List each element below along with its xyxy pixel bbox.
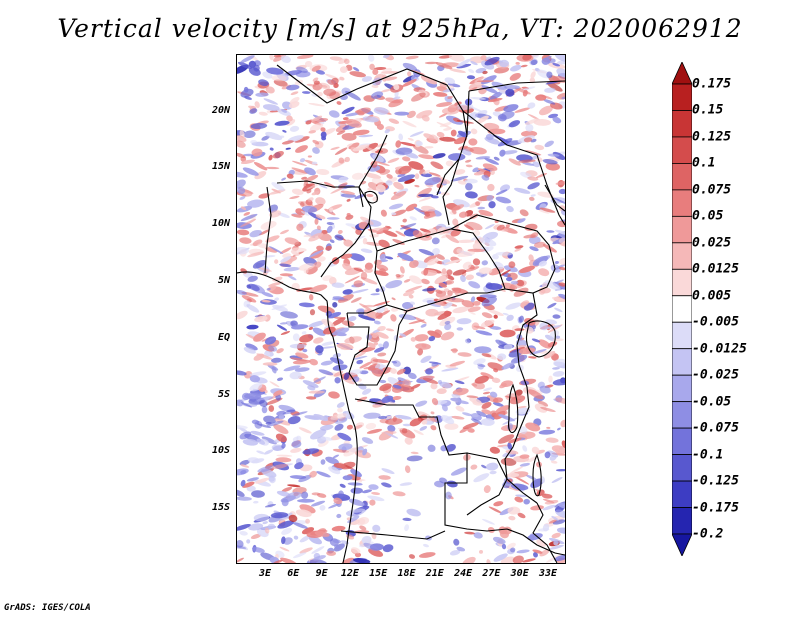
- colorbar-tick-label: 0.075: [692, 182, 732, 198]
- lat-tick-label: 15S: [211, 502, 230, 513]
- colorbar-swatch: [672, 295, 692, 323]
- colorbar-swatch: [672, 163, 692, 191]
- border-east-coast: [544, 184, 565, 212]
- grads-credit: GrADS: IGES/COLA: [4, 603, 91, 613]
- lon-tick-label: 30E: [510, 568, 529, 579]
- colorbar-swatch: [672, 348, 692, 376]
- lake-victoria: [525, 320, 556, 358]
- colorbar-tick-label: -0.0125: [692, 341, 747, 357]
- colorbar-swatch: [672, 136, 692, 164]
- border-car: [376, 228, 506, 312]
- colorbar-swatch: [672, 427, 692, 455]
- lon-tick-label: 9E: [315, 568, 328, 579]
- colorbar-tick-label: 0.175: [692, 76, 732, 92]
- political-borders: [237, 64, 565, 563]
- lon-tick-label: 33E: [538, 568, 558, 579]
- border-zambia: [466, 452, 508, 516]
- border-benin: [264, 186, 272, 274]
- lake-malawi: [532, 453, 542, 497]
- colorbar-swatch: [672, 268, 692, 297]
- lon-tick-label: 12E: [340, 568, 359, 579]
- lon-tick-label: 3E: [258, 568, 272, 579]
- lat-tick-label: EQ: [217, 332, 230, 343]
- colorbar-tick-label: 0.0125: [692, 261, 739, 277]
- lake-chad: [364, 190, 378, 204]
- lon-tick-label: 6E: [287, 568, 300, 579]
- lat-tick-label: 20N: [211, 105, 230, 116]
- vertical-velocity-field: [237, 55, 565, 563]
- lon-tick-label: 15E: [369, 568, 388, 579]
- lon-tick-label: 24E: [454, 568, 473, 579]
- colorbar-tick-label: 0.1: [692, 155, 716, 171]
- colorbar-bottom-arrow: [672, 533, 692, 556]
- colorbar-swatch: [672, 321, 692, 350]
- colorbar-swatch: [672, 215, 692, 244]
- colorbar-swatch: [672, 454, 692, 482]
- chart-title: Vertical velocity [m/s] at 925hPa, VT: 2…: [57, 14, 743, 43]
- colorbar-tick-label: -0.075: [692, 420, 739, 436]
- velocity-shading-layer: [237, 55, 565, 563]
- colorbar-tick-label: -0.005: [692, 314, 739, 330]
- lat-tick-label: 10N: [211, 218, 230, 229]
- colorbar-swatch: [672, 507, 692, 535]
- lon-tick-label: 21E: [425, 568, 444, 579]
- border-namibia: [340, 530, 446, 540]
- lat-tick-label: 10S: [211, 445, 230, 456]
- border-north-2: [468, 80, 565, 92]
- colorbar-top-arrow: [672, 62, 692, 85]
- west-africa-coastline: [237, 271, 358, 563]
- lat-tick-label: 5S: [217, 389, 230, 400]
- lat-tick-label: 15N: [211, 161, 230, 172]
- colorbar: [672, 62, 692, 556]
- colorbar-tick-label: -0.025: [692, 367, 739, 383]
- border-niger-chad: [358, 134, 388, 208]
- colorbar-tick-label: 0.05: [692, 208, 724, 224]
- border-angola: [354, 398, 565, 556]
- colorbar-swatch: [672, 480, 692, 508]
- border-south-sudan: [450, 214, 556, 294]
- colorbar-swatch: [672, 242, 692, 270]
- border-sudan-east: [462, 110, 565, 226]
- colorbar-tick-label: 0.15: [692, 102, 724, 118]
- map-panel: [236, 54, 566, 564]
- lon-tick-label: 18E: [397, 568, 416, 579]
- border-nigeria: [276, 180, 372, 278]
- border-chad-sudan: [442, 158, 460, 226]
- lake-tanganyika: [508, 383, 519, 434]
- colorbar-tick-label: -0.1: [692, 447, 724, 463]
- colorbar-tick-label: -0.175: [692, 500, 739, 516]
- colorbar-tick-label: 0.005: [692, 288, 732, 304]
- border-mozambique: [532, 502, 558, 563]
- colorbar-tick-label: 0.125: [692, 129, 732, 145]
- colorbar-swatch: [672, 189, 692, 217]
- colorbar-swatch: [672, 401, 692, 429]
- colorbar-swatch: [672, 110, 692, 138]
- border-north-3: [466, 90, 470, 136]
- colorbar-swatch: [672, 374, 692, 403]
- colorbar-tick-label: 0.025: [692, 235, 732, 251]
- colorbar-tick-label: -0.05: [692, 394, 732, 410]
- colorbar-tick-label: -0.125: [692, 473, 739, 489]
- lon-tick-label: 27E: [482, 568, 501, 579]
- border-congo: [346, 310, 408, 386]
- lat-tick-label: 5N: [217, 275, 230, 286]
- colorbar-tick-label: -0.2: [692, 526, 724, 542]
- colorbar-swatch: [672, 83, 692, 111]
- border-north-1: [276, 64, 468, 196]
